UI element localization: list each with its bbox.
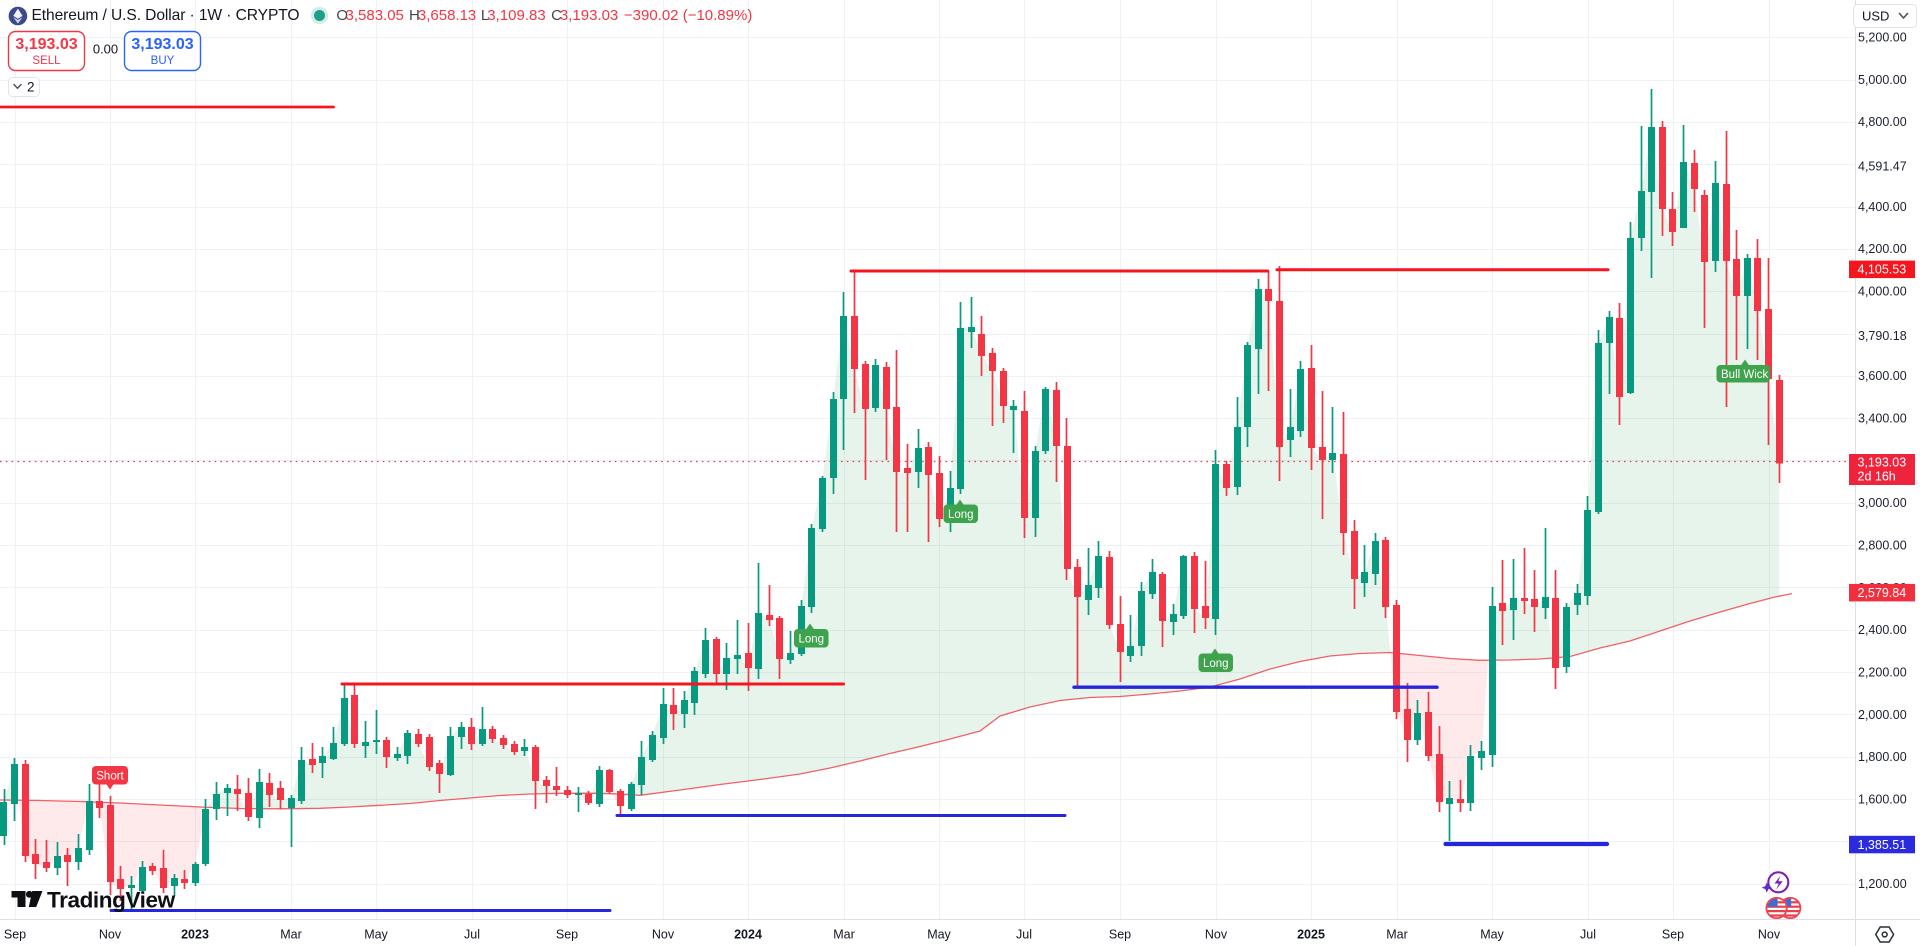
- svg-text:Ethereum / U.S. Dollar · 1W ·: Ethereum / U.S. Dollar · 1W · CRYPTO: [32, 7, 300, 24]
- svg-text:−390.02 (−10.89%): −390.02 (−10.89%): [624, 7, 752, 24]
- svg-text:TradingView: TradingView: [47, 888, 176, 913]
- svg-text:5,000.00: 5,000.00: [1858, 73, 1907, 87]
- svg-text:Bull Wick: Bull Wick: [1721, 369, 1769, 381]
- svg-text:5,200.00: 5,200.00: [1858, 31, 1907, 45]
- svg-text:2,400.00: 2,400.00: [1858, 623, 1907, 637]
- svg-text:Jul: Jul: [1016, 928, 1032, 942]
- svg-text:Nov: Nov: [99, 928, 122, 942]
- svg-text:3,000.00: 3,000.00: [1858, 496, 1907, 510]
- svg-text:C: C: [551, 7, 562, 24]
- svg-text:Long: Long: [948, 509, 974, 521]
- svg-text:1,200.00: 1,200.00: [1858, 877, 1907, 891]
- svg-text:Sep: Sep: [556, 928, 578, 942]
- svg-text:4,591.47: 4,591.47: [1858, 159, 1907, 173]
- svg-text:2024: 2024: [734, 928, 762, 942]
- svg-text:Mar: Mar: [833, 928, 855, 942]
- svg-text:4,200.00: 4,200.00: [1858, 242, 1907, 256]
- svg-text:3,658.13: 3,658.13: [418, 7, 476, 24]
- svg-text:Sep: Sep: [1109, 928, 1131, 942]
- svg-text:1,385.51: 1,385.51: [1858, 838, 1907, 852]
- svg-text:Mar: Mar: [280, 928, 302, 942]
- svg-text:3,193.03: 3,193.03: [131, 36, 193, 53]
- svg-text:1,600.00: 1,600.00: [1858, 792, 1907, 806]
- svg-text:May: May: [1480, 928, 1504, 942]
- svg-text:3,583.05: 3,583.05: [346, 7, 404, 24]
- svg-text:3,193.03: 3,193.03: [15, 36, 77, 53]
- svg-text:1,800.00: 1,800.00: [1858, 750, 1907, 764]
- svg-text:3,193.03: 3,193.03: [1858, 456, 1907, 470]
- svg-text:3,109.83: 3,109.83: [487, 7, 545, 24]
- svg-text:May: May: [927, 928, 951, 942]
- svg-text:2: 2: [27, 80, 35, 95]
- svg-text:4,800.00: 4,800.00: [1858, 115, 1907, 129]
- svg-text:3,400.00: 3,400.00: [1858, 412, 1907, 426]
- svg-text:2,200.00: 2,200.00: [1858, 666, 1907, 680]
- svg-text:Long: Long: [798, 633, 824, 645]
- svg-text:SELL: SELL: [32, 55, 61, 67]
- svg-text:3,600.00: 3,600.00: [1858, 369, 1907, 383]
- svg-text:0.00: 0.00: [93, 42, 118, 57]
- svg-text:Nov: Nov: [1205, 928, 1228, 942]
- svg-text:2023: 2023: [181, 928, 209, 942]
- svg-text:USD: USD: [1862, 9, 1889, 24]
- svg-text:BUY: BUY: [151, 55, 175, 67]
- svg-text:2,800.00: 2,800.00: [1858, 539, 1907, 553]
- svg-text:4,105.53: 4,105.53: [1858, 263, 1907, 277]
- svg-text:2025: 2025: [1297, 928, 1325, 942]
- svg-text:3,193.03: 3,193.03: [560, 7, 618, 24]
- svg-text:4,000.00: 4,000.00: [1858, 285, 1907, 299]
- svg-text:3,790.18: 3,790.18: [1858, 329, 1907, 343]
- svg-text:2,000.00: 2,000.00: [1858, 708, 1907, 722]
- svg-text:2,579.84: 2,579.84: [1858, 586, 1907, 600]
- svg-text:4,400.00: 4,400.00: [1858, 200, 1907, 214]
- svg-text:Sep: Sep: [1662, 928, 1684, 942]
- svg-text:O: O: [336, 7, 348, 24]
- svg-text:2d 16h: 2d 16h: [1858, 470, 1896, 484]
- svg-text:Jul: Jul: [464, 928, 480, 942]
- svg-text:Mar: Mar: [1386, 928, 1408, 942]
- svg-text:L: L: [481, 7, 489, 24]
- svg-text:Sep: Sep: [4, 928, 26, 942]
- svg-text:H: H: [409, 7, 420, 24]
- svg-text:Nov: Nov: [1758, 928, 1781, 942]
- svg-text:May: May: [364, 928, 388, 942]
- svg-text:Jul: Jul: [1580, 928, 1596, 942]
- svg-text:Long: Long: [1203, 658, 1229, 670]
- svg-text:Nov: Nov: [652, 928, 675, 942]
- svg-text:Short: Short: [96, 770, 124, 782]
